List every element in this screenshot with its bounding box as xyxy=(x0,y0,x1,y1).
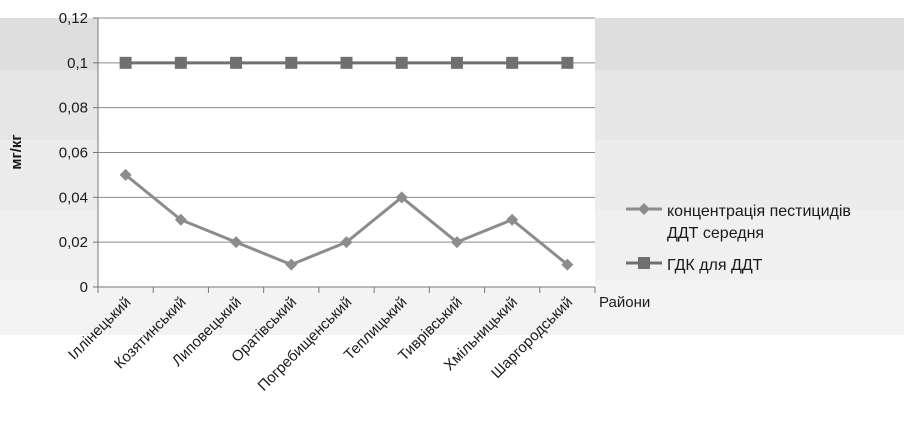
data-point xyxy=(506,56,519,69)
y-tick-labels: 0 0,02 0,04 0,06 0,08 0,1 0,12 xyxy=(59,10,88,296)
data-point xyxy=(340,56,353,69)
data-point xyxy=(561,258,574,271)
data-point xyxy=(174,56,187,69)
series-layer xyxy=(119,56,574,271)
data-point xyxy=(285,56,298,69)
legend: концентрація пестицидів ДДТ середня ГДК дл… xyxy=(626,203,851,274)
data-point xyxy=(395,56,408,69)
data-point xyxy=(450,56,463,69)
data-point xyxy=(340,236,353,249)
data-point xyxy=(450,236,463,249)
y-tick-label: 0,08 xyxy=(59,100,88,117)
y-tick-label: 0,12 xyxy=(59,10,88,27)
data-point xyxy=(395,191,408,204)
y-axis-title: мг/кг xyxy=(8,134,25,169)
background-band xyxy=(0,0,904,18)
background-band xyxy=(0,280,904,335)
y-tick-label: 0 xyxy=(80,279,88,296)
y-tick-label: 0,04 xyxy=(59,189,88,206)
background-bands xyxy=(0,0,904,335)
data-point xyxy=(119,56,132,69)
data-point xyxy=(230,56,243,69)
data-point xyxy=(230,236,243,249)
data-point xyxy=(119,168,132,181)
y-tick-label: 0,06 xyxy=(59,145,88,162)
y-tick-label: 0,1 xyxy=(67,55,88,72)
series-0 xyxy=(119,168,574,271)
y-tick-label: 0,02 xyxy=(59,234,88,251)
data-point xyxy=(174,213,187,226)
legend-label: ДДТ середня xyxy=(667,225,764,242)
legend-marker xyxy=(638,257,650,269)
legend-label: концентрація пестицидів xyxy=(667,203,851,220)
data-point xyxy=(561,56,574,69)
legend-marker xyxy=(638,203,650,215)
data-point xyxy=(285,258,298,271)
data-point xyxy=(506,213,519,226)
legend-label: ГДК для ДДТ xyxy=(667,257,763,274)
axes xyxy=(97,18,596,293)
x-axis-title: Райони xyxy=(599,294,650,311)
series-1 xyxy=(119,56,574,69)
